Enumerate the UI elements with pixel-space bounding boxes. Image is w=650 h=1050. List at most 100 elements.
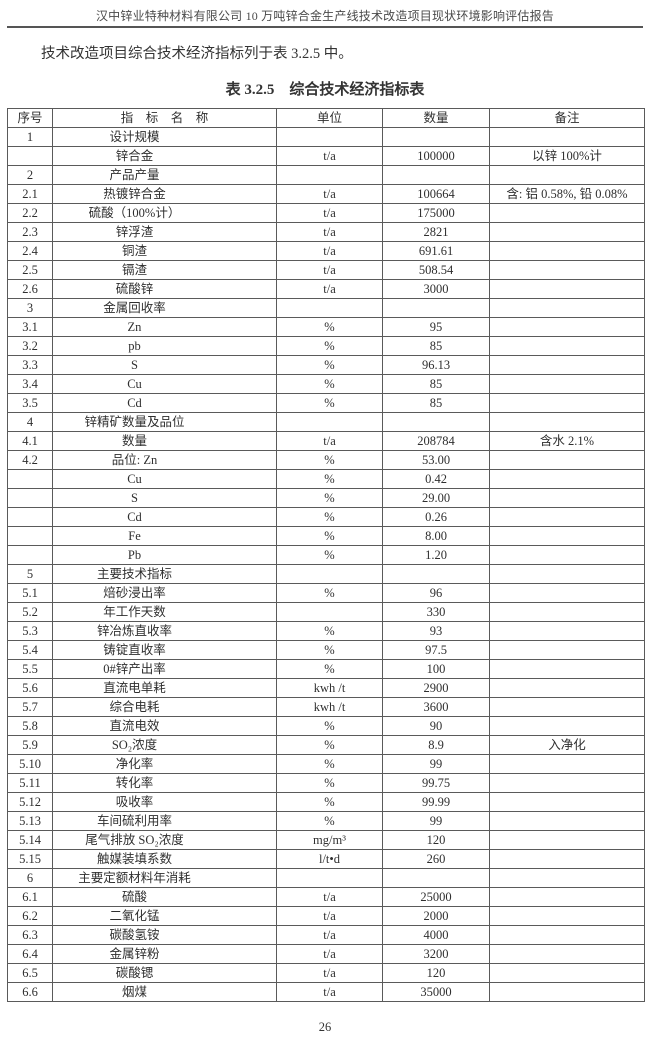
cell-note <box>489 849 645 869</box>
cell-unit: % <box>276 754 383 774</box>
table-title: 表 3.2.5 综合技术经济指标表 <box>225 82 425 98</box>
cell-quantity: 0.42 <box>382 469 490 489</box>
cell-unit <box>276 412 383 432</box>
cell-note <box>489 830 645 850</box>
table-row: 1 设计规模 <box>7 127 645 147</box>
table-row: 5.15 触媒装填系数 l/t•d 260 <box>7 849 645 869</box>
table-row: Cd% 0.26 <box>7 507 645 527</box>
cell-quantity: 90 <box>382 716 490 736</box>
cell-index: 5.13 <box>7 811 53 831</box>
cell-quantity: 100000 <box>382 146 490 166</box>
cell-quantity: 96 <box>382 583 490 603</box>
table-row: 5.3 锌冶炼直收率% 93 <box>7 621 645 641</box>
cell-index: 5.12 <box>7 792 53 812</box>
table-row: 5.10 净化率% 99 <box>7 754 645 774</box>
cell-index: 6.6 <box>7 982 53 1002</box>
cell-note <box>489 602 645 622</box>
cell-name: 车间硫利用率 <box>52 811 277 831</box>
table-row: 5.2 年工作天数 330 <box>7 602 645 622</box>
cell-index: 3.5 <box>7 393 53 413</box>
column-header-note: 备注 <box>489 108 645 128</box>
cell-index: 2.3 <box>7 222 53 242</box>
column-header-quantity: 数量 <box>382 108 490 128</box>
cell-name: 热镀锌合金 <box>52 184 277 204</box>
cell-index: 6.1 <box>7 887 53 907</box>
cell-unit: % <box>276 773 383 793</box>
cell-quantity: 8.9 <box>382 735 490 755</box>
table-row: 2.3 锌浮渣 t/a 2821 <box>7 222 645 242</box>
cell-index <box>7 146 53 166</box>
cell-note <box>489 279 645 299</box>
cell-index: 5.11 <box>7 773 53 793</box>
cell-index: 4.2 <box>7 450 53 470</box>
cell-unit: t/a <box>276 203 383 223</box>
cell-name: 烟煤 <box>52 982 277 1002</box>
table-row: 5.4 铸锭直收率% 97.5 <box>7 640 645 660</box>
cell-unit: % <box>276 526 383 546</box>
cell-index: 6.2 <box>7 906 53 926</box>
cell-unit: % <box>276 583 383 603</box>
table-row: S% 29.00 <box>7 488 645 508</box>
cell-name: 产品产量 <box>52 165 277 185</box>
cell-quantity: 208784 <box>382 431 490 451</box>
cell-name: pb <box>52 336 277 356</box>
cell-name: 主要定额材料年消耗 <box>52 868 277 888</box>
cell-name: 品位: Zn <box>52 450 277 470</box>
cell-name: 二氧化锰 <box>52 906 277 926</box>
table-row: Cu% 0.42 <box>7 469 645 489</box>
cell-unit: % <box>276 621 383 641</box>
cell-unit: t/a <box>276 279 383 299</box>
intro-paragraph: 技术改造项目综合技术经济指标列于表 3.2.5 中。 <box>41 46 353 62</box>
table-row: 5.5 0#锌产出率% 100 <box>7 659 645 679</box>
table-header-row: 序号 指 标 名 称 单位 数量 备注 <box>7 108 645 128</box>
cell-quantity: 260 <box>382 849 490 869</box>
table-row: 6.1 硫酸 t/a 25000 <box>7 887 645 907</box>
cell-name: 铜渣 <box>52 241 277 261</box>
cell-index: 5 <box>7 564 53 584</box>
cell-unit: % <box>276 735 383 755</box>
cell-note <box>489 811 645 831</box>
cell-name: 碳酸锶 <box>52 963 277 983</box>
cell-quantity <box>382 165 490 185</box>
cell-quantity: 99 <box>382 811 490 831</box>
cell-unit: % <box>276 488 383 508</box>
cell-quantity: 25000 <box>382 887 490 907</box>
cell-unit: % <box>276 792 383 812</box>
table-row: Fe% 8.00 <box>7 526 645 546</box>
cell-name: Zn <box>52 317 277 337</box>
cell-index <box>7 488 53 508</box>
table-row: 3 金属回收率 <box>7 298 645 318</box>
cell-name: SO₂浓度 <box>52 735 277 755</box>
cell-name: 锌冶炼直收率 <box>52 621 277 641</box>
cell-quantity: 3200 <box>382 944 490 964</box>
cell-quantity: 691.61 <box>382 241 490 261</box>
cell-unit: % <box>276 811 383 831</box>
cell-unit: t/a <box>276 431 383 451</box>
cell-note <box>489 165 645 185</box>
cell-quantity: 99.75 <box>382 773 490 793</box>
column-header-name: 指 标 名 称 <box>52 108 277 128</box>
cell-unit: t/a <box>276 146 383 166</box>
cell-name: 直流电效 <box>52 716 277 736</box>
cell-name: 尾气排放 SO₂浓度 <box>52 830 277 850</box>
cell-index: 5.1 <box>7 583 53 603</box>
cell-unit: % <box>276 545 383 565</box>
cell-quantity: 99.99 <box>382 792 490 812</box>
cell-note <box>489 773 645 793</box>
cell-note <box>489 412 645 432</box>
cell-quantity: 175000 <box>382 203 490 223</box>
cell-note <box>489 355 645 375</box>
cell-index: 4 <box>7 412 53 432</box>
cell-quantity: 95 <box>382 317 490 337</box>
cell-quantity: 330 <box>382 602 490 622</box>
cell-unit: t/a <box>276 260 383 280</box>
cell-note <box>489 564 645 584</box>
cell-name: 吸收率 <box>52 792 277 812</box>
cell-unit: % <box>276 507 383 527</box>
cell-name: 数量 <box>52 431 277 451</box>
table-row: 5.13 车间硫利用率% 99 <box>7 811 645 831</box>
cell-unit <box>276 564 383 584</box>
cell-index: 2.2 <box>7 203 53 223</box>
table-row: 2.4 铜渣 t/a 691.61 <box>7 241 645 261</box>
cell-note <box>489 507 645 527</box>
